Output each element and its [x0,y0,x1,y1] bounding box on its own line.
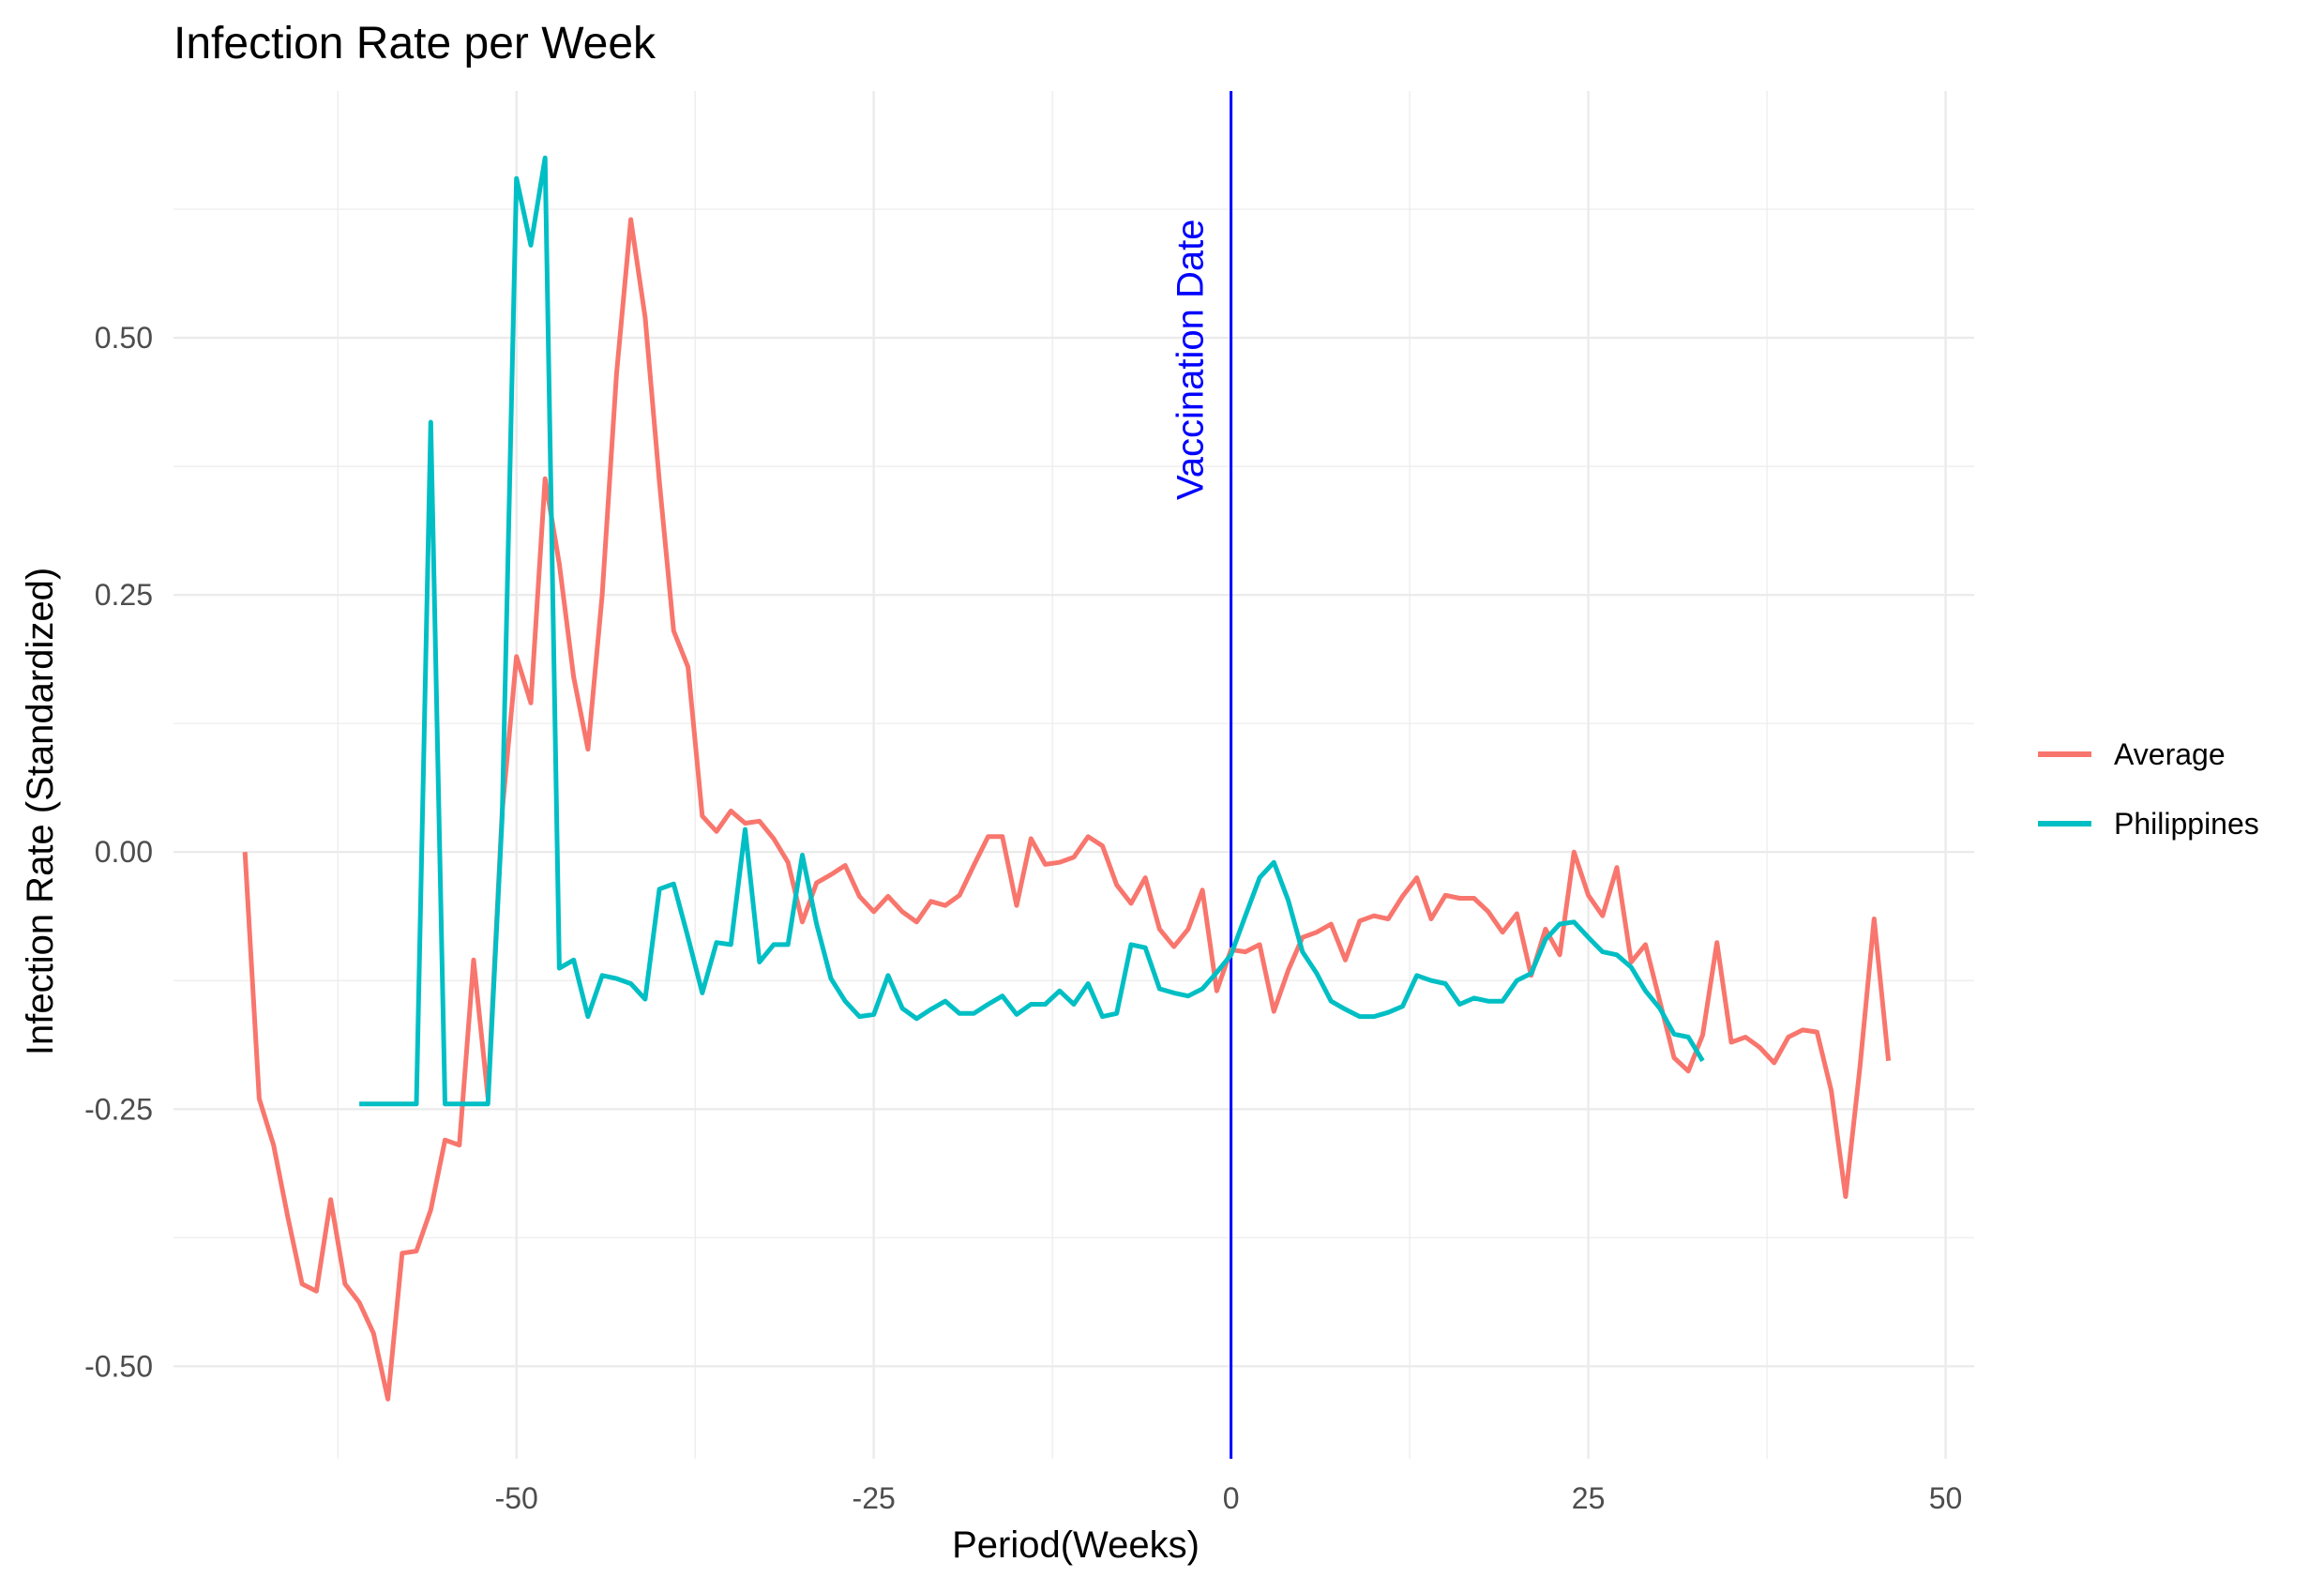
axis-ticks: -50 -25 0 25 50 -0.50 -0.25 0.00 0.25 0.50 [84,321,1962,1515]
vaccination-date-label: Vaccination Date [1170,220,1212,500]
y-tick-label: -0.25 [84,1092,153,1126]
x-tick-label: 0 [1223,1481,1240,1515]
legend: Average Philippines [2038,737,2259,841]
y-axis-title: Infection Rate (Standardized) [20,568,61,1055]
legend-label-philippines: Philippines [2114,807,2259,841]
y-tick-label: 0.00 [95,835,153,869]
y-tick-label: -0.50 [84,1349,153,1383]
gridlines [174,91,1974,1459]
x-tick-label: -25 [853,1481,896,1515]
y-tick-label: 0.25 [95,578,153,612]
x-tick-label: 25 [1572,1481,1606,1515]
chart-title: Infection Rate per Week [174,19,656,68]
y-tick-label: 0.50 [95,321,153,355]
x-tick-label: 50 [1929,1481,1963,1515]
series-lines [242,155,1892,1402]
x-axis-title: Period(Weeks) [952,1524,1200,1566]
legend-label-average: Average [2114,737,2226,771]
vaccination-date-marker: Vaccination Date [1170,91,1233,1459]
x-tick-label: -50 [495,1481,538,1515]
series-line-philippines [359,155,1705,1107]
series-line-average [242,217,1892,1402]
